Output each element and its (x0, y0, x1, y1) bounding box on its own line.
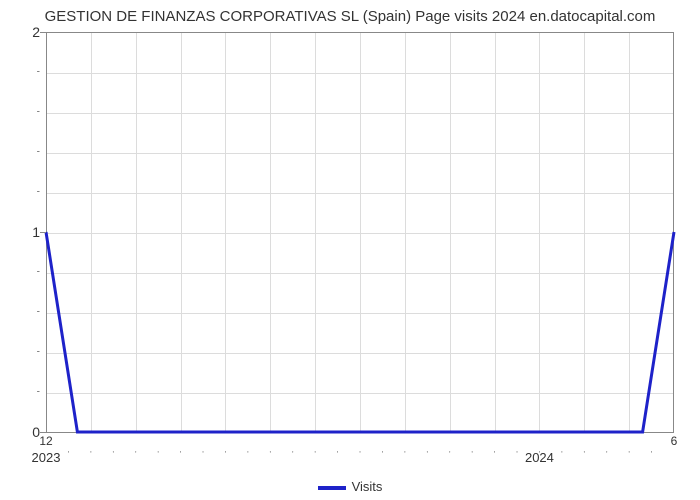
x-minor-tick: ' (90, 450, 92, 459)
x-minor-tick: ' (225, 450, 227, 459)
y-minor-tick: - (37, 347, 40, 358)
legend: Visits (0, 479, 700, 494)
x-minor-tick: ' (404, 450, 406, 459)
x-minor-tick: ' (382, 450, 384, 459)
line-series (46, 32, 674, 432)
x-minor-tick: ' (314, 450, 316, 459)
x-minor-tick: ' (516, 450, 518, 459)
y-minor-tick: - (37, 307, 40, 318)
y-minor-tick: - (37, 107, 40, 118)
x-minor-tick: ' (337, 450, 339, 459)
x-minor-tick: ' (584, 450, 586, 459)
x-minor-tick: ' (247, 450, 249, 459)
y-tick-label: 2 (32, 24, 40, 40)
y-tick-label: 1 (32, 224, 40, 240)
y-minor-tick: - (37, 147, 40, 158)
x-minor-tick: ' (180, 450, 182, 459)
x-minor-tick: ' (606, 450, 608, 459)
x-minor-tick: ' (68, 450, 70, 459)
x-minor-tick: ' (539, 450, 541, 459)
y-tick (40, 432, 46, 433)
chart-container: GESTION DE FINANZAS CORPORATIVAS SL (Spa… (0, 0, 700, 500)
y-minor-tick: - (37, 387, 40, 398)
y-tick (40, 232, 46, 233)
x-minor-tick: ' (427, 450, 429, 459)
x-minor-tick: ' (651, 450, 653, 459)
x-minor-tick: ' (135, 450, 137, 459)
x-minor-tick: ' (561, 450, 563, 459)
x-minor-tick: ' (494, 450, 496, 459)
y-minor-tick: - (37, 187, 40, 198)
chart-title: GESTION DE FINANZAS CORPORATIVAS SL (Spa… (0, 8, 700, 25)
x-minor-tick: ' (359, 450, 361, 459)
legend-swatch (318, 486, 346, 490)
x-minor-tick: ' (270, 450, 272, 459)
y-minor-tick: - (37, 267, 40, 278)
x-minor-tick: ' (628, 450, 630, 459)
legend-label: Visits (352, 479, 383, 494)
x-minor-tick: ' (449, 450, 451, 459)
x-minor-tick: ' (471, 450, 473, 459)
x-minor-tick: ' (292, 450, 294, 459)
x-minor-tick: ' (113, 450, 115, 459)
x-minor-tick: ' (202, 450, 204, 459)
x-minor-tick: ' (157, 450, 159, 459)
x-tick-label-top: 6 (671, 434, 678, 448)
y-tick (40, 32, 46, 33)
y-minor-tick: - (37, 67, 40, 78)
x-tick-label-top: 12 (39, 434, 52, 448)
x-tick-label-year: 2023 (32, 450, 61, 465)
